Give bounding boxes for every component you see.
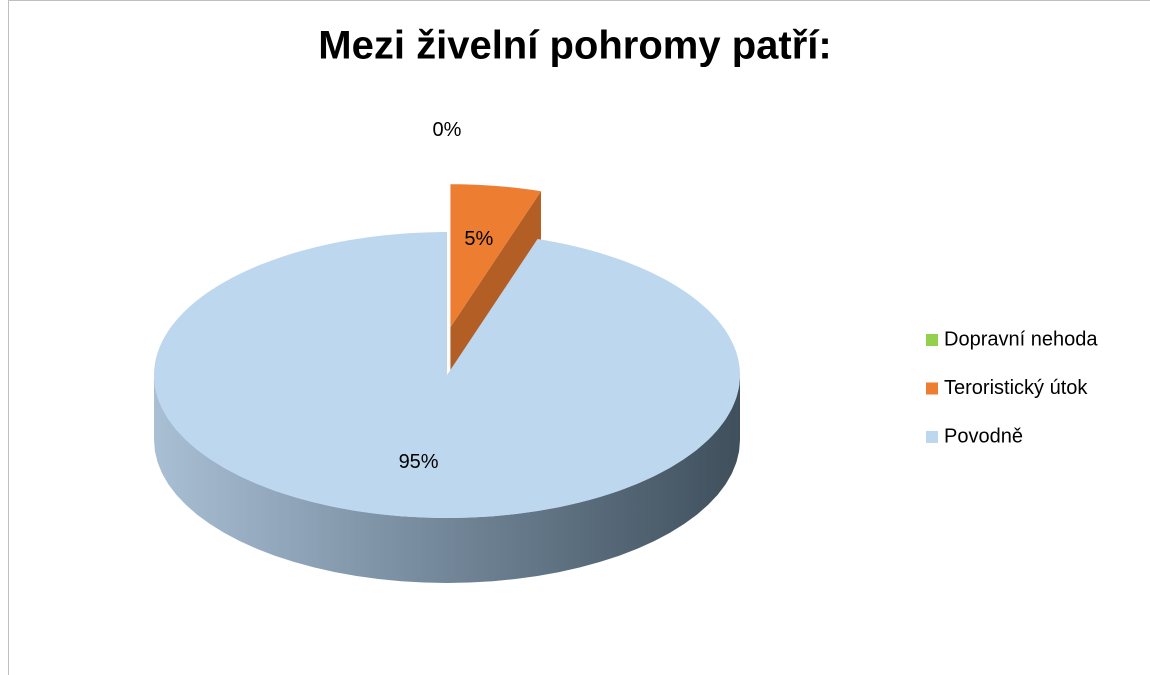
slice [154, 232, 740, 518]
data-label: 95% [399, 451, 439, 473]
data-label: 5% [464, 228, 493, 250]
legend-label: Teroristický útok [944, 377, 1088, 399]
legend-label: Dopravní nehoda [944, 328, 1098, 350]
legend-swatch [926, 382, 938, 395]
slice-side [154, 375, 740, 583]
legend-swatch [926, 334, 938, 346]
legend-swatch [926, 431, 938, 443]
slice [450, 184, 541, 328]
legend-label: Povodně [944, 425, 1023, 447]
data-label: 0% [433, 119, 462, 141]
chart-title: Mezi živelní pohromy patří: [318, 24, 831, 68]
